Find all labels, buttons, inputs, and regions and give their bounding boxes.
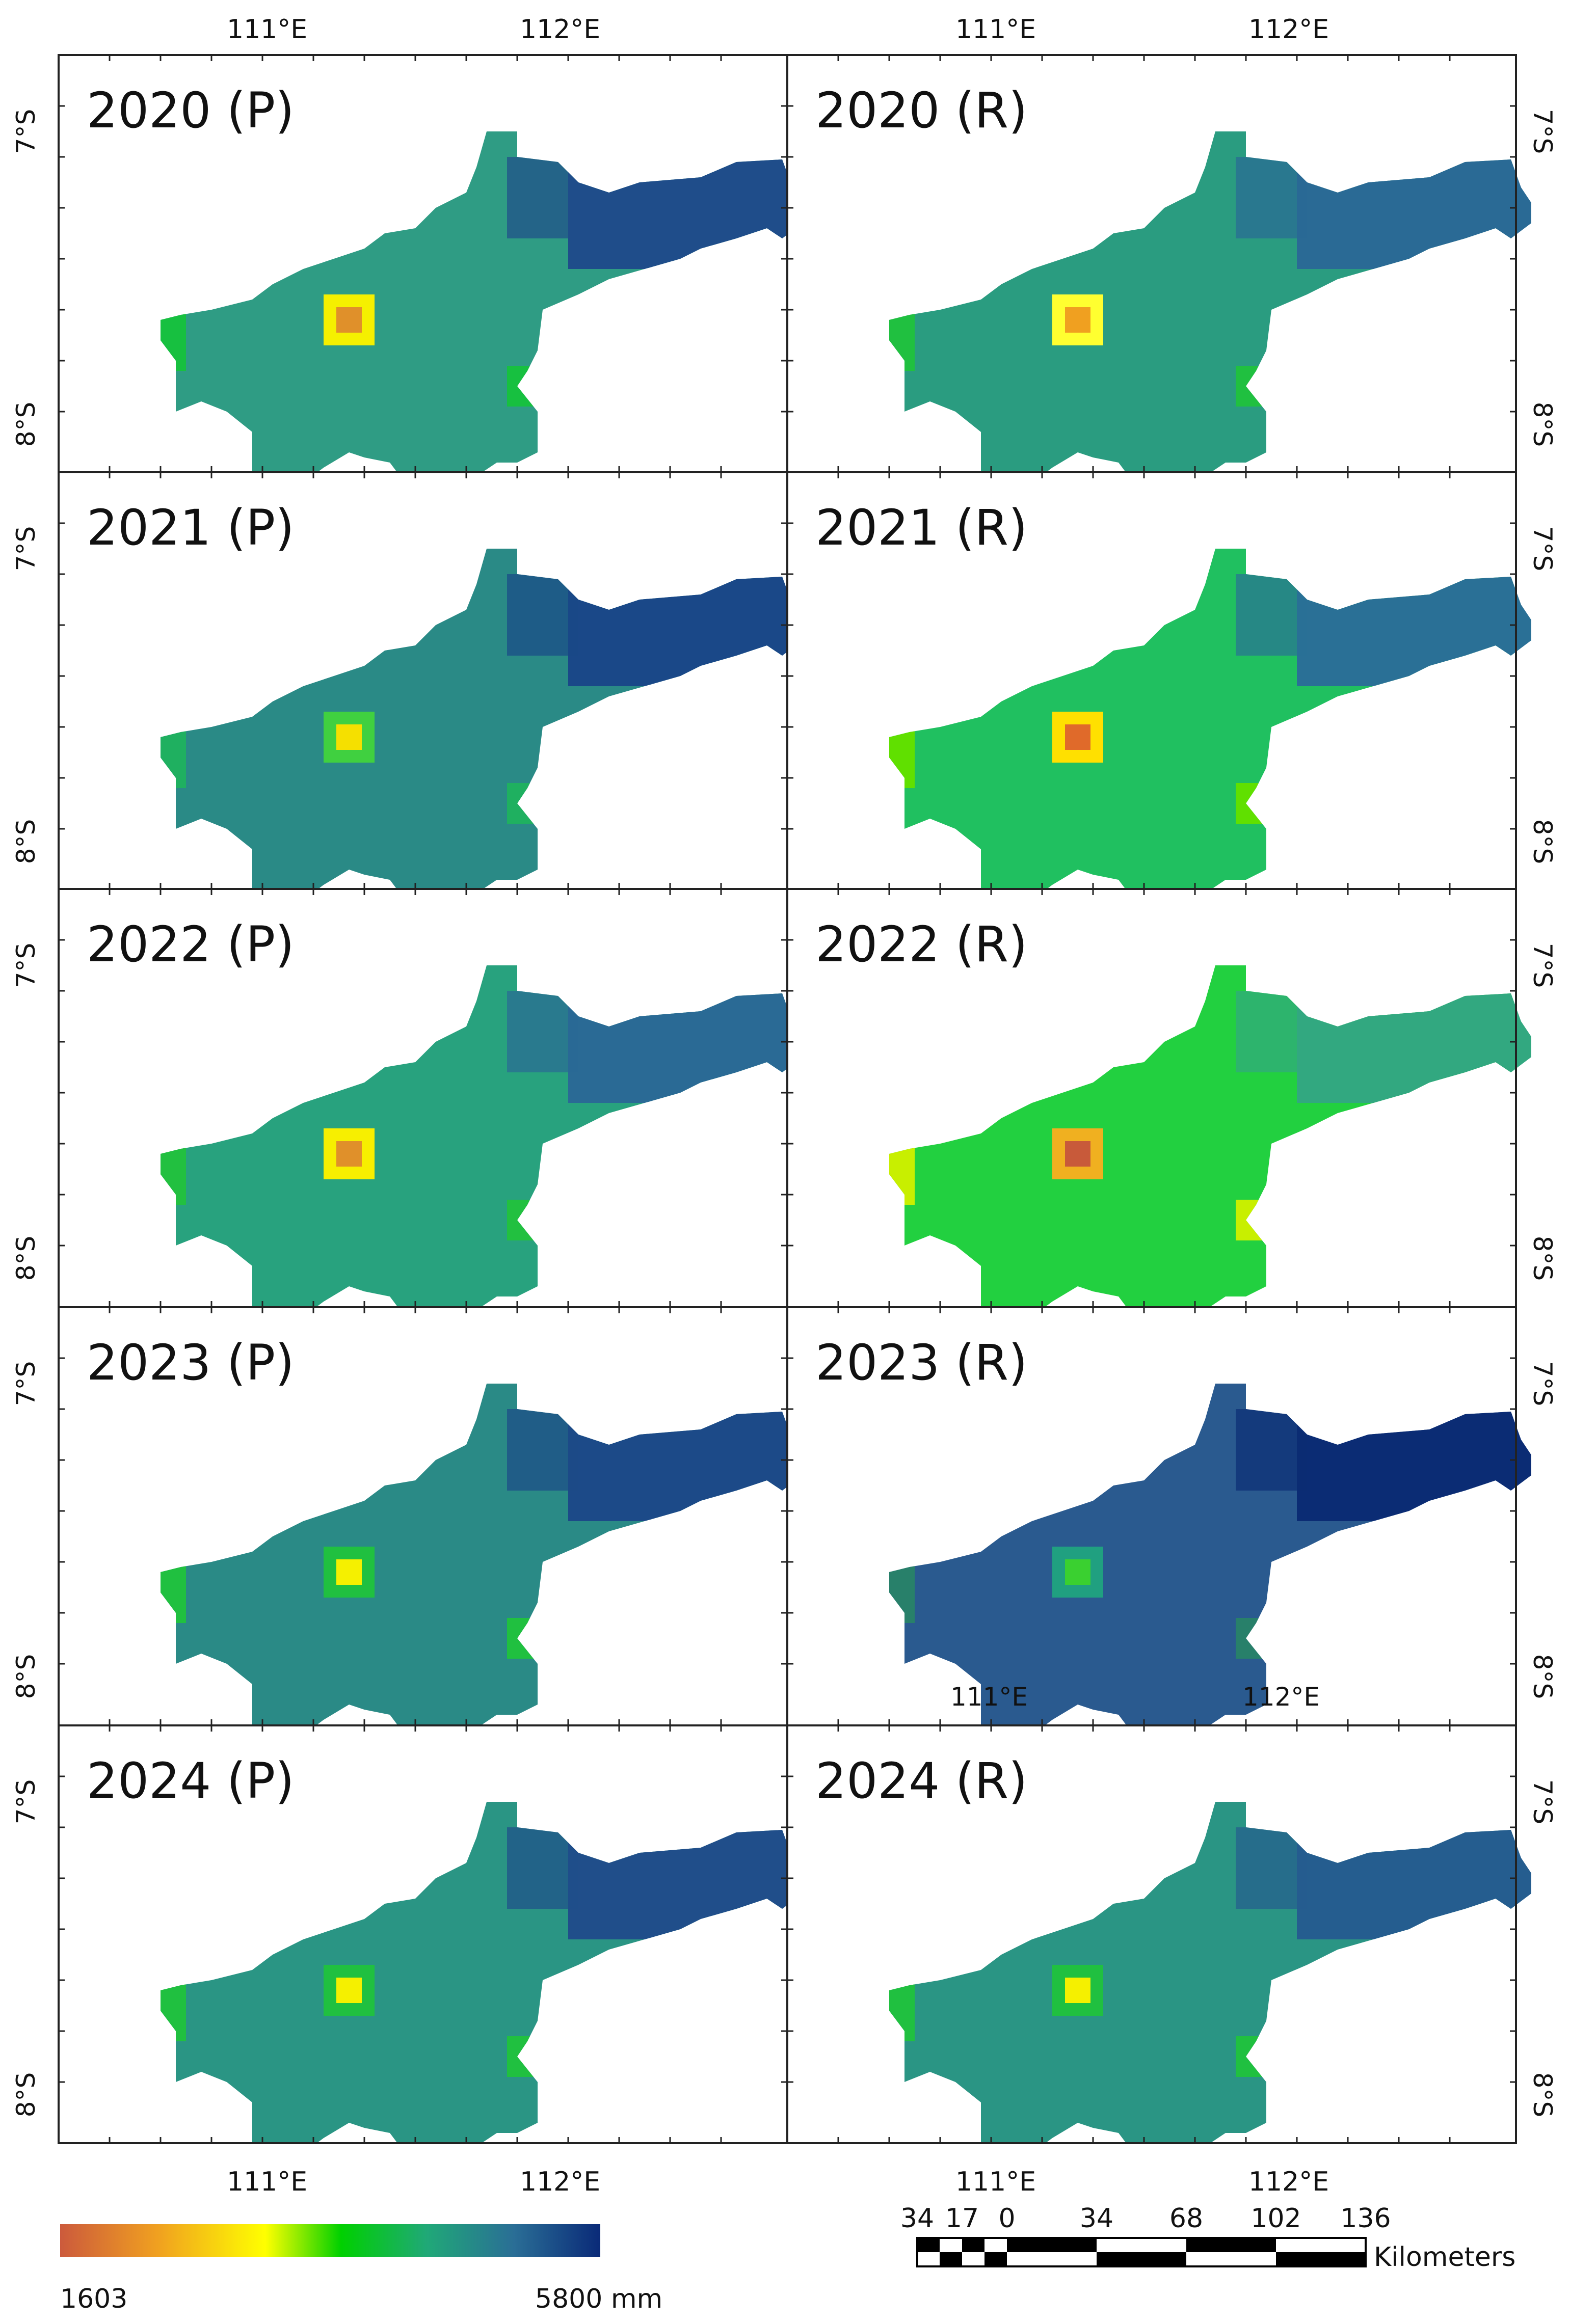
legend-min-label: 1603 [60, 2284, 127, 2314]
lat-label-left: 8°S [11, 1654, 41, 1699]
scale-tick-label: 102 [1250, 2203, 1301, 2234]
map-panel-2022-p [58, 888, 803, 1308]
scale-tick-label: 0 [998, 2203, 1015, 2234]
scale-tick-label: 68 [1169, 2203, 1203, 2234]
panel-label: 2024 (R) [815, 1752, 1027, 1809]
lat-label-right: 7°S [1528, 526, 1557, 572]
map-panel-2021-r [786, 471, 1531, 890]
map-panel-2020-p [58, 54, 803, 473]
scale-tick-label: 34 [1080, 2203, 1113, 2234]
panel-label: 2020 (R) [815, 82, 1027, 139]
lon-label-top: 111°E [955, 14, 1036, 45]
lon-label-bottom: 111°E [955, 2167, 1036, 2197]
scale-bar [916, 2237, 1367, 2267]
legend-color-bar [60, 2224, 600, 2257]
inset-lon-label-112: 112°E [1242, 1682, 1320, 1712]
panel-label: 2022 (P) [87, 916, 295, 973]
panel-label: 2021 (P) [87, 499, 295, 556]
lat-label-right: 7°S [1528, 1779, 1557, 1825]
lon-label-bottom: 112°E [520, 2167, 600, 2197]
lat-label-right: 7°S [1528, 943, 1557, 988]
lat-label-left: 8°S [11, 1236, 41, 1281]
lat-label-left: 7°S [11, 109, 41, 154]
lon-label-top: 111°E [227, 14, 307, 45]
scale-tick-label: 17 [945, 2203, 979, 2234]
panel-label: 2024 (P) [87, 1752, 295, 1809]
map-panel-2023-p [58, 1306, 803, 1726]
panel-label: 2022 (R) [815, 916, 1027, 973]
map-panel-2024-r [786, 1724, 1531, 2144]
map-panel-2021-p [58, 471, 803, 890]
map-panel-2023-r [786, 1306, 1531, 1726]
lat-label-right: 7°S [1528, 1361, 1557, 1407]
lat-label-right: 8°S [1528, 2072, 1557, 2118]
panel-label: 2023 (R) [815, 1334, 1027, 1391]
lat-label-left: 7°S [11, 1779, 41, 1825]
scale-tick-label: 34 [900, 2203, 934, 2234]
lat-label-right: 7°S [1528, 109, 1557, 154]
lat-label-left: 7°S [11, 1361, 41, 1407]
map-panel-2022-r [786, 888, 1531, 1308]
scale-tick-label: 136 [1340, 2203, 1391, 2234]
lon-label-bottom: 111°E [227, 2167, 307, 2197]
lat-label-left: 8°S [11, 2072, 41, 2118]
lon-label-top: 112°E [520, 14, 600, 45]
panel-label: 2021 (R) [815, 499, 1027, 556]
map-panel-2020-r [786, 54, 1531, 473]
lat-label-right: 8°S [1528, 819, 1557, 864]
panel-label: 2020 (P) [87, 82, 295, 139]
legend-max-label: 5800 mm [535, 2284, 662, 2314]
inset-lon-label-111: 111°E [950, 1682, 1028, 1712]
lat-label-left: 8°S [11, 402, 41, 447]
scale-unit: Kilometers [1374, 2242, 1515, 2273]
lon-label-bottom: 112°E [1248, 2167, 1329, 2197]
map-panel-2024-p [58, 1724, 803, 2144]
lat-label-left: 7°S [11, 526, 41, 572]
lat-label-right: 8°S [1528, 402, 1557, 447]
lat-label-right: 8°S [1528, 1654, 1557, 1699]
lon-label-top: 112°E [1248, 14, 1329, 45]
lat-label-right: 8°S [1528, 1236, 1557, 1281]
lat-label-left: 7°S [11, 943, 41, 988]
panel-label: 2023 (P) [87, 1334, 295, 1391]
lat-label-left: 8°S [11, 819, 41, 864]
